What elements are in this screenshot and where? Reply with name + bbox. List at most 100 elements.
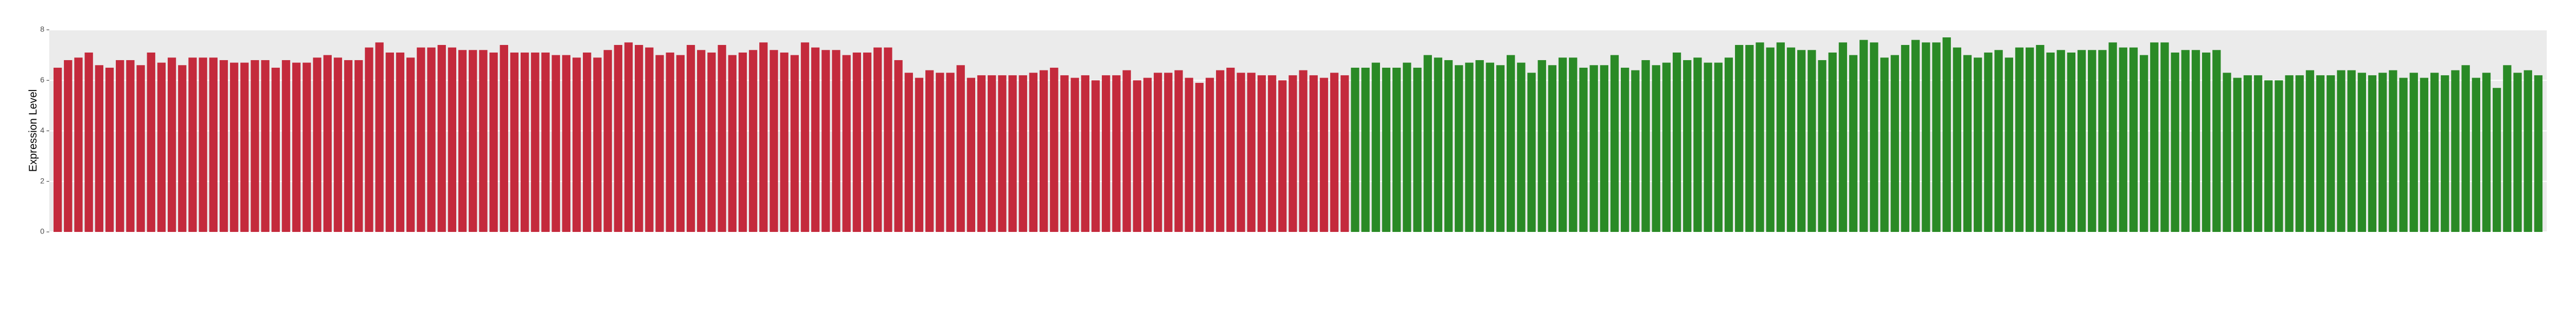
bar: [1963, 55, 1972, 232]
bar: [1828, 52, 1837, 232]
bar: [1870, 42, 1878, 232]
bar: [375, 42, 384, 232]
bar: [1153, 73, 1162, 232]
bar: [1849, 55, 1858, 232]
bar: [354, 60, 363, 232]
bar: [1039, 70, 1048, 232]
bar: [551, 55, 560, 232]
bar: [240, 62, 249, 232]
bar: [1756, 42, 1764, 232]
y-tick-label: 2: [40, 176, 44, 185]
bar: [790, 55, 799, 232]
bar: [1351, 67, 1359, 232]
bar: [2430, 73, 2439, 232]
bar: [1070, 77, 1079, 232]
bar: [1942, 37, 1951, 232]
bar: [1776, 42, 1785, 232]
bar: [1434, 57, 1443, 232]
bar: [406, 57, 415, 232]
bar: [2233, 77, 2242, 232]
bar: [2305, 70, 2315, 232]
bar: [2223, 73, 2231, 232]
bar: [614, 44, 622, 232]
bar: [2399, 77, 2408, 232]
bar: [1517, 62, 1526, 232]
bar: [1267, 75, 1277, 232]
bar: [894, 60, 903, 232]
bar: [199, 57, 207, 232]
bar: [1610, 55, 1619, 232]
bar: [2409, 73, 2418, 232]
bar: [1361, 67, 1370, 232]
bar: [1901, 44, 1910, 232]
bar: [219, 60, 228, 232]
bar: [333, 57, 343, 232]
bar: [1081, 75, 1089, 232]
bar: [1423, 55, 1432, 232]
bar: [2129, 47, 2138, 232]
bar: [936, 73, 944, 232]
bar: [666, 52, 674, 232]
bar: [1403, 62, 1411, 232]
bar: [1257, 75, 1266, 232]
bar: [842, 55, 851, 232]
bar: [2378, 73, 2387, 232]
bar: [2160, 42, 2169, 232]
bar: [1558, 57, 1567, 232]
bar: [1330, 73, 1339, 232]
bar: [1704, 62, 1712, 232]
bar: [74, 57, 83, 232]
bar: [1683, 60, 1692, 232]
bar: [2139, 55, 2148, 232]
bar: [956, 65, 965, 232]
bar: [2327, 75, 2335, 232]
bar: [1890, 55, 1899, 232]
bar: [624, 42, 633, 232]
bar: [2503, 65, 2512, 232]
bar: [2253, 75, 2263, 232]
bar: [1537, 60, 1546, 232]
bar: [2119, 47, 2127, 232]
bar: [1299, 70, 1307, 232]
bar: [271, 67, 280, 232]
bar: [209, 57, 218, 232]
bar: [1029, 73, 1038, 232]
bar: [655, 55, 664, 232]
bar: [1008, 75, 1017, 232]
bar: [1984, 52, 1993, 232]
bar: [458, 50, 467, 232]
bar: [2513, 73, 2522, 232]
bar: [323, 55, 332, 232]
bar: [1455, 65, 1463, 232]
bar: [1278, 80, 1287, 232]
bar: [2077, 50, 2086, 232]
bar: [313, 57, 321, 232]
bar: [748, 50, 758, 232]
bar: [1724, 57, 1733, 232]
bar: [1932, 42, 1941, 232]
bar: [115, 60, 124, 232]
bar: [977, 75, 986, 232]
bar: [1143, 77, 1152, 232]
bar: [1548, 65, 1557, 232]
y-tick-label: 8: [40, 25, 44, 34]
bar: [292, 62, 301, 232]
bar: [1205, 77, 1214, 232]
bar: [1164, 73, 1173, 232]
bar: [1507, 55, 1515, 232]
bar: [988, 75, 996, 232]
bar: [634, 44, 643, 232]
bar: [1382, 67, 1391, 232]
bar: [2482, 73, 2491, 232]
bar: [904, 73, 913, 232]
bar: [707, 52, 716, 232]
bar: [1880, 57, 1889, 232]
bar: [105, 67, 114, 232]
bar: [2212, 50, 2221, 232]
bar: [884, 47, 892, 232]
bar: [1122, 70, 1131, 232]
bar: [1589, 65, 1598, 232]
bar: [2347, 70, 2356, 232]
bar: [541, 52, 550, 232]
